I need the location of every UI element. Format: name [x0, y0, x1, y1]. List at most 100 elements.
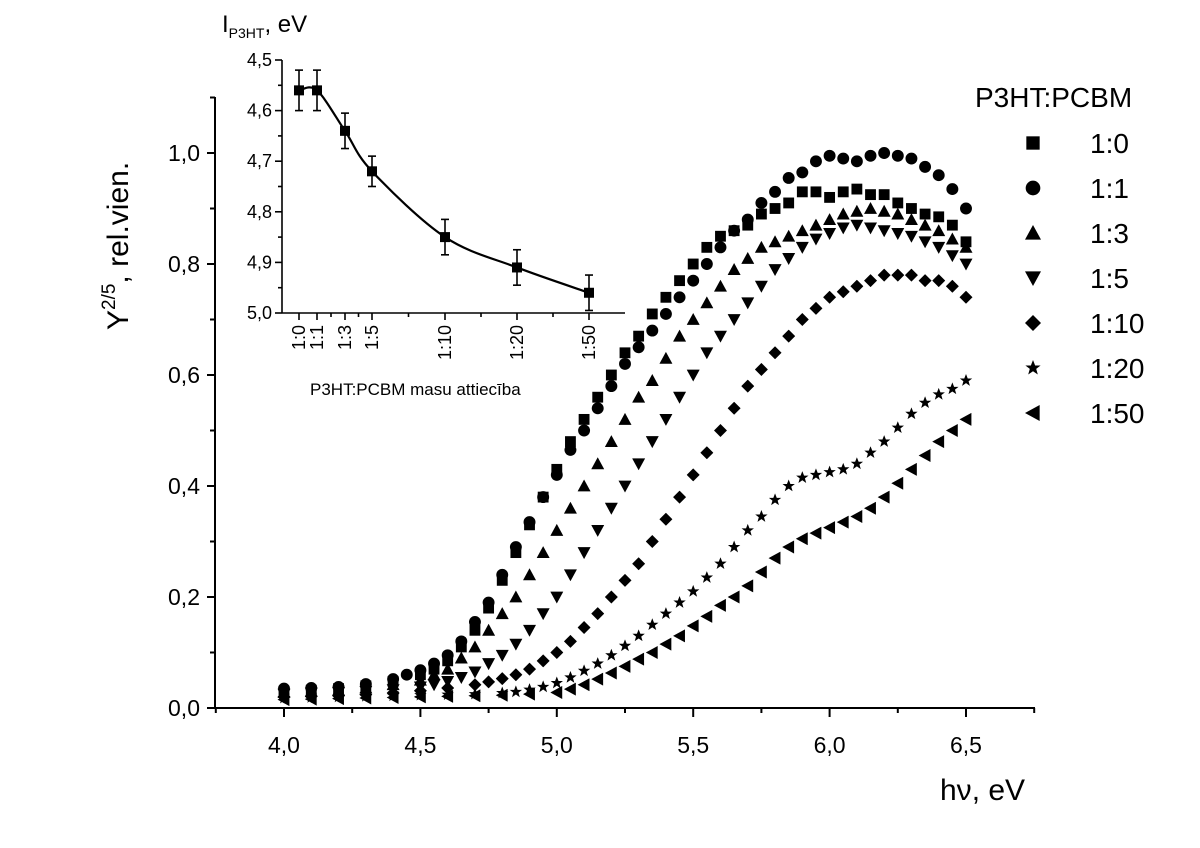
data-point: [509, 685, 523, 698]
data-point: [809, 526, 822, 540]
data-point: [782, 253, 796, 265]
data-point: [700, 609, 713, 623]
data-point: [713, 279, 727, 292]
data-point: [455, 635, 468, 648]
data-point: [741, 251, 755, 264]
data-point: [604, 666, 617, 680]
data-point: [591, 457, 605, 470]
legend-marker: [1025, 360, 1041, 375]
data-point: [700, 571, 714, 583]
data-point: [755, 208, 767, 220]
data-point: [659, 413, 673, 426]
data-point: [824, 191, 836, 203]
data-point: [727, 401, 741, 415]
data-point: [891, 268, 905, 282]
inset-data-point: [312, 69, 322, 112]
data-point: [864, 501, 876, 515]
inset-y-tick-label: 4,7: [247, 151, 272, 171]
data-point: [877, 225, 891, 238]
data-point: [468, 640, 482, 653]
data-point: [536, 546, 550, 559]
inset-y-title-sub: P3HT: [229, 25, 265, 41]
data-point: [904, 213, 918, 226]
data-point: [646, 308, 658, 320]
data-point: [454, 672, 468, 684]
data-point: [836, 515, 849, 529]
data-point: [959, 374, 973, 386]
data-point: [864, 274, 878, 288]
series-1-0: [278, 183, 972, 697]
legend-label: 1:0: [1090, 128, 1129, 159]
data-point: [891, 228, 905, 240]
data-point: [687, 584, 700, 597]
data-point: [946, 183, 959, 196]
data-point: [837, 186, 849, 198]
data-point: [686, 619, 699, 633]
data-point: [509, 590, 523, 603]
data-point: [932, 435, 945, 449]
data-point: [945, 424, 958, 437]
series-1-3: [277, 202, 973, 698]
data-point: [700, 258, 713, 270]
data-point: [768, 493, 782, 506]
y-tick-label: 0,2: [168, 584, 200, 610]
data-point: [659, 307, 672, 320]
data-point: [495, 649, 509, 662]
x-tick-label: 4,5: [404, 732, 436, 758]
data-point: [795, 241, 809, 254]
legend-marker: [1025, 225, 1041, 240]
x-axis-title-unit: , eV: [972, 774, 1025, 807]
data-point: [713, 424, 727, 437]
inset-points: [294, 69, 594, 312]
data-point: [577, 678, 590, 692]
y-axis-title-base: Y: [102, 310, 135, 330]
data-point: [878, 189, 890, 201]
x-tick-label: 5,0: [541, 732, 573, 758]
data-point: [823, 290, 837, 304]
legend-label: 1:10: [1090, 308, 1145, 339]
data-point: [646, 618, 659, 631]
legend-label: 1:1: [1090, 173, 1129, 204]
y-tick-label: 0,4: [168, 473, 200, 499]
data-point: [400, 668, 413, 681]
data-point: [632, 390, 646, 403]
inset-x-tick-label: 1:50: [579, 325, 599, 360]
data-point: [645, 535, 659, 548]
data-point: [754, 565, 767, 579]
data-point: [850, 219, 864, 232]
data-point: [686, 313, 700, 325]
inset-x-tick-label: 1:20: [507, 325, 527, 360]
data-point: [865, 189, 876, 201]
x-axis-title-main: hν: [940, 774, 972, 807]
data-point: [850, 510, 863, 524]
data-point: [563, 569, 577, 582]
data-point: [591, 524, 605, 537]
data-point: [795, 532, 808, 546]
x-tick-label: 6,0: [814, 732, 846, 758]
data-point: [877, 204, 891, 217]
data-point: [591, 657, 604, 669]
data-point: [945, 279, 959, 293]
series-1-5: [277, 219, 973, 701]
data-point: [754, 280, 768, 293]
data-point: [578, 424, 591, 437]
data-point: [850, 155, 863, 168]
data-point: [646, 324, 659, 337]
data-point: [795, 313, 809, 326]
data-point: [850, 457, 864, 470]
data-point: [755, 196, 768, 209]
legend-title: P3HT:PCBM: [975, 82, 1132, 113]
data-point: [591, 672, 604, 686]
data-point: [741, 297, 755, 310]
data-point: [727, 263, 741, 275]
inset-x-tick-label: 1:3: [335, 325, 355, 350]
data-point: [741, 523, 754, 536]
data-point: [810, 155, 822, 168]
y-axis-title: Y2/5, rel.vien.: [99, 162, 135, 330]
data-point: [592, 391, 604, 403]
inset-y-ticks: 4,5 4,6 4,7 4,8 4,9 5,0: [247, 50, 282, 323]
data-point: [618, 480, 632, 493]
data-point: [919, 208, 931, 220]
inset-data-point: [584, 274, 594, 312]
data-point: [523, 516, 536, 529]
